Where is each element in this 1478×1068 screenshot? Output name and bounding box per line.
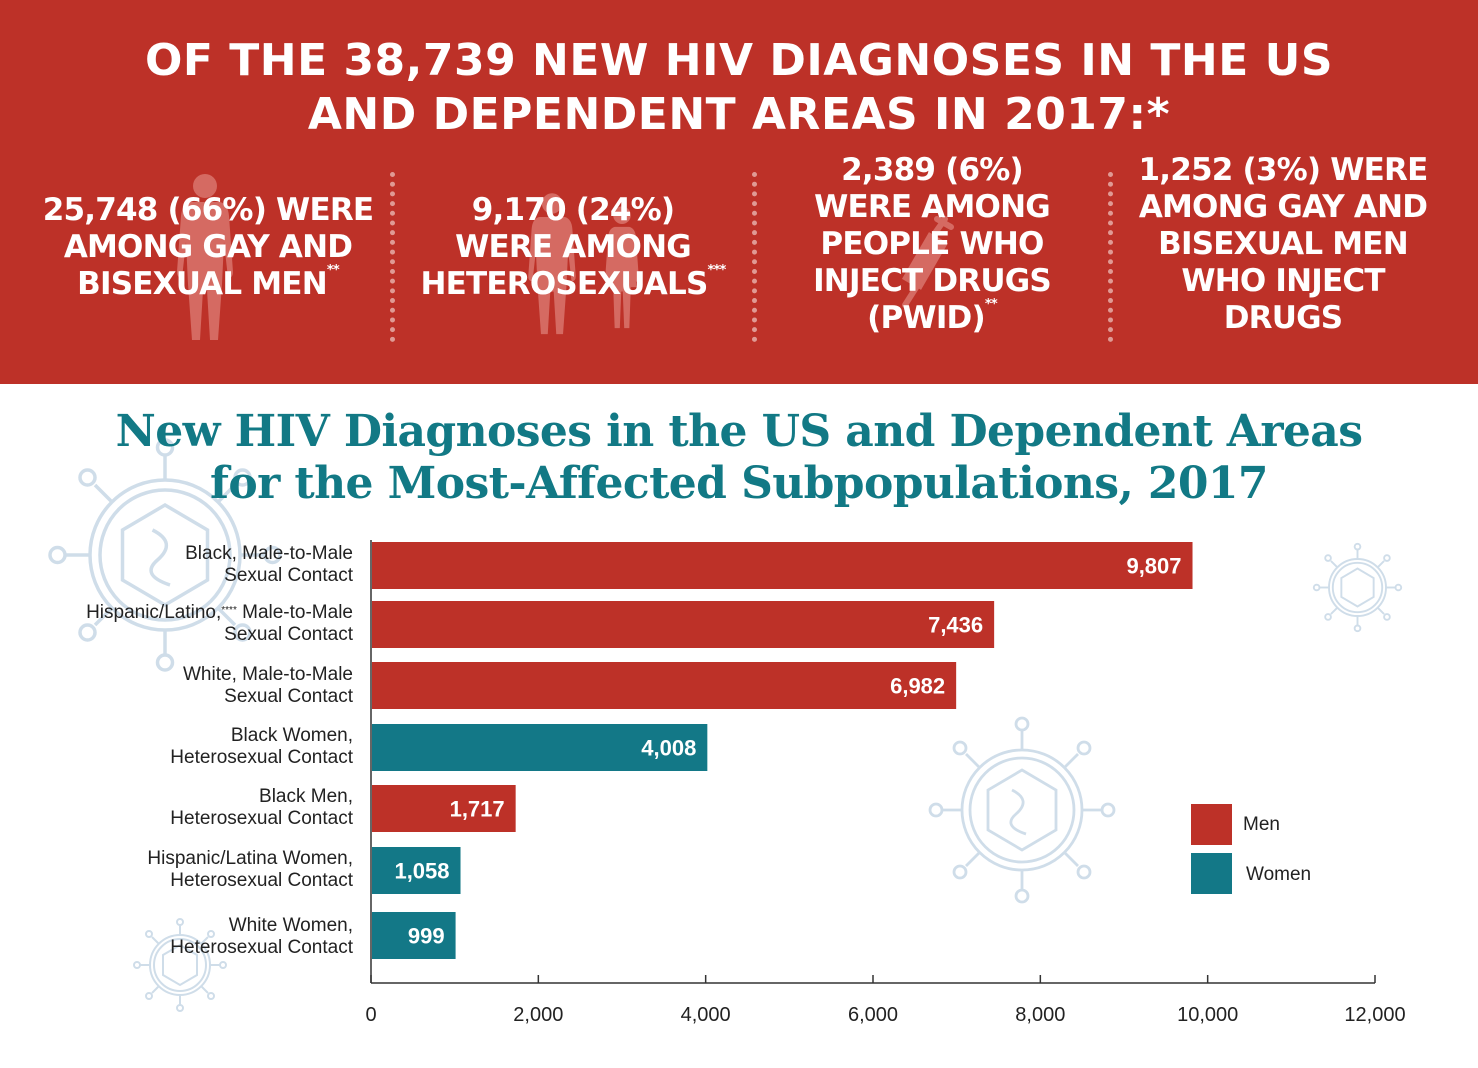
category-label-line: Heterosexual Contact (170, 937, 353, 958)
legend-swatch-women (1191, 853, 1232, 894)
stat-line: BISEXUAL MEN (1158, 226, 1409, 262)
syringe-icon (901, 216, 954, 308)
category-label-line: Hispanic/Latina Women, (147, 848, 353, 869)
bar (372, 662, 957, 709)
banner-title-line-2: AND DEPENDENT AREAS IN 2017:* (307, 89, 1171, 140)
stat-gay-bisexual-men-inject-drugs: 1,252 (3%) WERE AMONG GAY AND BISEXUAL M… (1118, 152, 1448, 337)
stat-line: AMONG GAY AND (63, 229, 353, 265)
bar-value-label: 1,717 (450, 797, 505, 822)
category-label-line: Sexual Contact (224, 565, 353, 586)
bar (372, 847, 461, 894)
bar (372, 912, 456, 959)
category-label: Black, Male-to-Male Sexual Contact (185, 543, 353, 587)
legend-swatch-men (1191, 804, 1232, 845)
category-label: Hispanic/Latina Women, Heterosexual Cont… (147, 848, 353, 892)
legend-label-women: Women (1246, 864, 1312, 885)
bar (372, 785, 516, 832)
stat-line: WHO INJECT (1181, 263, 1385, 299)
chart-title-line-2: for the Most-Affected Subpopulations, 20… (210, 458, 1269, 509)
category-label: Hispanic/Latino,**** Male-to-Male Sexual… (86, 602, 353, 646)
category-label-line: Sexual Contact (224, 624, 353, 645)
category-label-line: White, Male-to-Male (183, 664, 353, 685)
footnote-marker: ** (984, 297, 998, 312)
man-silhouette-icon (177, 174, 233, 340)
stat-divider (390, 172, 395, 342)
x-tick-label: 2,000 (513, 1004, 563, 1026)
stat-divider (1108, 172, 1113, 342)
header-banner: OF THE 38,739 NEW HIV DIAGNOSES IN THE U… (0, 0, 1478, 384)
stat-line: WERE AMONG (814, 189, 1051, 225)
x-tick-label: 8,000 (1015, 1004, 1065, 1026)
footnote-marker: *** (707, 263, 726, 278)
bar-value-label: 6,982 (890, 674, 945, 699)
bar-value-label: 1,058 (394, 859, 449, 884)
stat-line: 1,252 (3%) WERE (1138, 152, 1428, 188)
category-label-line: Black, Male-to-Male (185, 543, 353, 564)
chart-title: New HIV Diagnoses in the US and Dependen… (0, 406, 1478, 510)
category-label-line: White Women, (228, 915, 353, 936)
stat-heterosexuals: 9,170 (24%) WERE AMONG HETEROSEXUALS*** (400, 192, 746, 303)
woman-silhouette-icon (605, 206, 639, 329)
category-label-line: Heterosexual Contact (170, 747, 353, 768)
x-tick-label: 12,000 (1344, 1004, 1405, 1026)
category-label-line: Black Women, (230, 725, 353, 746)
stat-divider (752, 172, 757, 342)
stat-line: 25,748 (66%) WERE (42, 192, 374, 228)
stat-pwid: 2,389 (6%) WERE AMONG PEOPLE WHO INJECT … (762, 152, 1102, 337)
stat-line: HETEROSEXUALS*** (420, 263, 727, 303)
x-tick-label: 0 (365, 1004, 376, 1026)
category-label-line: Sexual Contact (224, 686, 353, 707)
legend-label-men: Men (1243, 814, 1280, 835)
bar-value-label: 4,008 (641, 736, 696, 761)
virus-icon (133, 918, 227, 1012)
stat-gay-bisexual-men: 25,748 (66%) WERE AMONG GAY AND BISEXUAL… (20, 192, 396, 303)
category-label-line: Hispanic/Latino,**** Male-to-Male (86, 602, 353, 623)
bar-value-label: 7,436 (928, 613, 983, 638)
stat-line: PEOPLE WHO (820, 226, 1044, 262)
category-label-line: Heterosexual Contact (170, 808, 353, 829)
virus-icon (928, 716, 1116, 904)
banner-title: OF THE 38,739 NEW HIV DIAGNOSES IN THE U… (60, 34, 1418, 142)
stat-line: INJECT DRUGS (813, 263, 1052, 299)
footnote-marker: ** (326, 263, 340, 278)
category-label-line: Heterosexual Contact (170, 870, 353, 891)
stat-line: AMONG GAY AND (1138, 189, 1428, 225)
bar (372, 601, 995, 648)
banner-title-line-1: OF THE 38,739 NEW HIV DIAGNOSES IN THE U… (144, 35, 1334, 86)
x-tick-label: 10,000 (1177, 1004, 1238, 1026)
man-silhouette-icon (528, 193, 576, 335)
virus-icon (48, 438, 282, 672)
stat-line: DRUGS (1223, 300, 1343, 336)
footnote-marker: **** (221, 605, 237, 616)
bar (372, 724, 708, 771)
category-label: White Women, Heterosexual Contact (170, 915, 353, 959)
stat-line: BISEXUAL MEN** (77, 263, 340, 303)
category-label: White, Male-to-Male Sexual Contact (183, 664, 353, 708)
x-tick-label: 6,000 (848, 1004, 898, 1026)
x-tick-label: 4,000 (681, 1004, 731, 1026)
bar (372, 542, 1193, 589)
bar-value-label: 999 (408, 924, 445, 949)
category-label: Black Women, Heterosexual Contact (170, 725, 353, 769)
stat-line: WERE AMONG (455, 229, 692, 265)
category-label-line: Black Men, (259, 786, 353, 807)
stat-line: 2,389 (6%) (841, 152, 1024, 188)
stat-line: (PWID)** (867, 297, 998, 337)
category-label: Black Men, Heterosexual Contact (170, 786, 353, 830)
stat-line: 9,170 (24%) (471, 192, 675, 228)
chart-title-line-1: New HIV Diagnoses in the US and Dependen… (115, 406, 1363, 457)
virus-icon (1312, 542, 1403, 633)
bar-value-label: 9,807 (1126, 554, 1181, 579)
